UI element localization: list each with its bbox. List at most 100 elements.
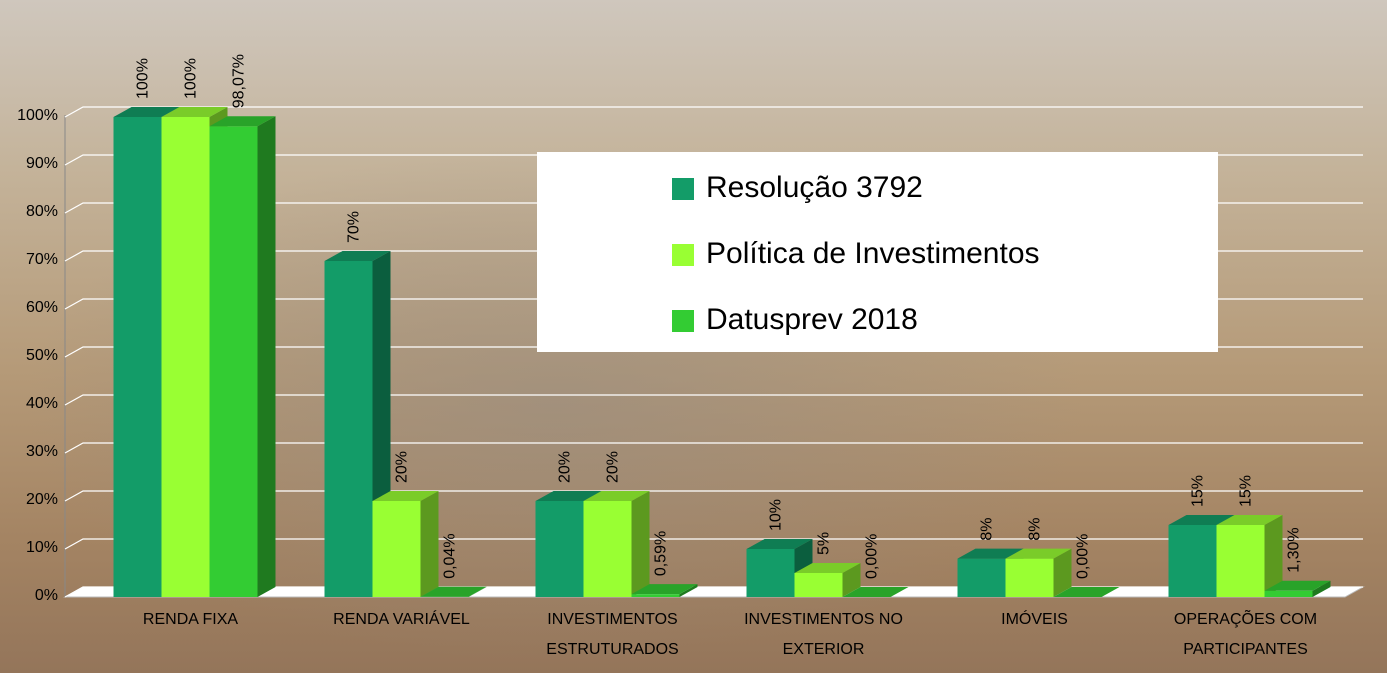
bar-face <box>679 584 698 597</box>
bar-face <box>746 539 813 549</box>
bar-face <box>161 107 228 117</box>
y-tick-label: 10% <box>26 539 58 556</box>
bar-face <box>1053 587 1120 597</box>
bar-face <box>957 548 1024 559</box>
bar-face <box>372 491 439 501</box>
y-tick-label: 40% <box>26 395 58 412</box>
legend-swatch <box>672 244 694 266</box>
bar <box>1005 548 1072 597</box>
bar <box>1264 580 1331 597</box>
bar-face <box>957 558 1006 597</box>
bar-face <box>583 491 650 501</box>
bar-face <box>1312 580 1331 597</box>
bar-face <box>746 549 795 597</box>
value-label: 20% <box>605 451 622 483</box>
bar-face <box>631 594 680 597</box>
x-tick-label: RENDA VARIÁVEL <box>333 611 470 628</box>
bar-face <box>794 573 843 597</box>
bar-face <box>209 126 258 597</box>
bar-face <box>631 584 698 595</box>
x-tick-label: INVESTIMENTOS ESTRUTURADOS <box>546 611 679 658</box>
bar-face <box>1216 515 1283 525</box>
bar-face <box>1264 590 1313 597</box>
bar <box>583 491 650 597</box>
bar-face <box>372 501 421 597</box>
value-label: 15% <box>1238 475 1255 507</box>
value-label: 5% <box>816 532 833 555</box>
x-tick-label: OPERAÇÕES COM PARTICIPANTES <box>1173 611 1318 658</box>
bar-face <box>257 116 276 597</box>
y-tick-label: 50% <box>26 347 58 364</box>
y-tick-label: 30% <box>26 443 58 460</box>
value-label: 0,00% <box>864 534 881 579</box>
value-label: 15% <box>1190 475 1207 507</box>
bar-face <box>209 116 276 127</box>
value-label: 20% <box>557 451 574 483</box>
bar <box>631 584 698 597</box>
bar-face <box>113 117 162 597</box>
x-tick-label: RENDA FIXA <box>142 611 239 628</box>
legend-box <box>537 152 1218 352</box>
y-tick-label: 70% <box>26 251 58 268</box>
value-label: 8% <box>979 517 996 540</box>
bar <box>1216 515 1283 597</box>
y-tick-label: 60% <box>26 299 58 316</box>
grid-line <box>64 106 1363 118</box>
bar-face <box>420 586 487 597</box>
bar-face <box>420 491 439 597</box>
grid-line <box>64 538 1363 550</box>
bar-face <box>1005 558 1054 597</box>
bar-face <box>1264 580 1331 591</box>
bar <box>209 116 276 597</box>
bar-face <box>842 587 909 597</box>
bar-face <box>842 563 861 597</box>
legend-label: Resolução 3792 <box>706 171 923 204</box>
value-label: 8% <box>1027 517 1044 540</box>
value-label: 10% <box>768 499 785 531</box>
bar <box>794 563 861 597</box>
bar-face <box>1168 515 1235 525</box>
y-tick-label: 20% <box>26 491 58 508</box>
legend-swatch <box>672 310 694 332</box>
bar <box>372 491 439 597</box>
grid-line <box>64 490 1363 502</box>
bar-face <box>1264 515 1283 597</box>
grid-line <box>64 586 1363 598</box>
legend-label: Datusprev 2018 <box>706 303 918 336</box>
value-label: 0,04% <box>442 533 459 578</box>
bar <box>420 586 487 597</box>
bar-face <box>161 117 210 597</box>
value-label: 100% <box>183 58 200 99</box>
bar <box>842 587 909 597</box>
bar-face <box>535 501 584 597</box>
bar-face <box>324 261 373 597</box>
bar-face <box>535 491 602 501</box>
x-tick-label: INVESTIMENTOS NO EXTERIOR <box>744 611 903 658</box>
legend-swatch <box>672 178 694 200</box>
bar-face <box>1005 548 1072 559</box>
grid-line <box>64 442 1363 454</box>
y-tick-label: 100% <box>17 107 58 124</box>
value-label: 1,30% <box>1286 527 1303 572</box>
grid-line <box>64 394 1363 406</box>
bar-face <box>1168 525 1217 597</box>
value-label: 0,59% <box>653 531 670 576</box>
bar-face <box>583 501 632 597</box>
bar-face <box>468 586 487 597</box>
bar-face <box>794 563 861 573</box>
value-label: 70% <box>346 211 363 243</box>
x-tick-label: IMÓVEIS <box>1001 611 1068 628</box>
value-label: 98,07% <box>231 54 248 108</box>
y-tick-label: 90% <box>26 155 58 172</box>
bar-face <box>1053 548 1072 597</box>
bar-face <box>1216 525 1265 597</box>
value-label: 0,00% <box>1075 534 1092 579</box>
bar-face <box>113 107 180 117</box>
legend-label: Política de Investimentos <box>706 237 1040 270</box>
value-label: 20% <box>394 451 411 483</box>
bar-face <box>324 251 391 261</box>
y-tick-label: 0% <box>35 587 58 604</box>
bar <box>1053 587 1120 597</box>
